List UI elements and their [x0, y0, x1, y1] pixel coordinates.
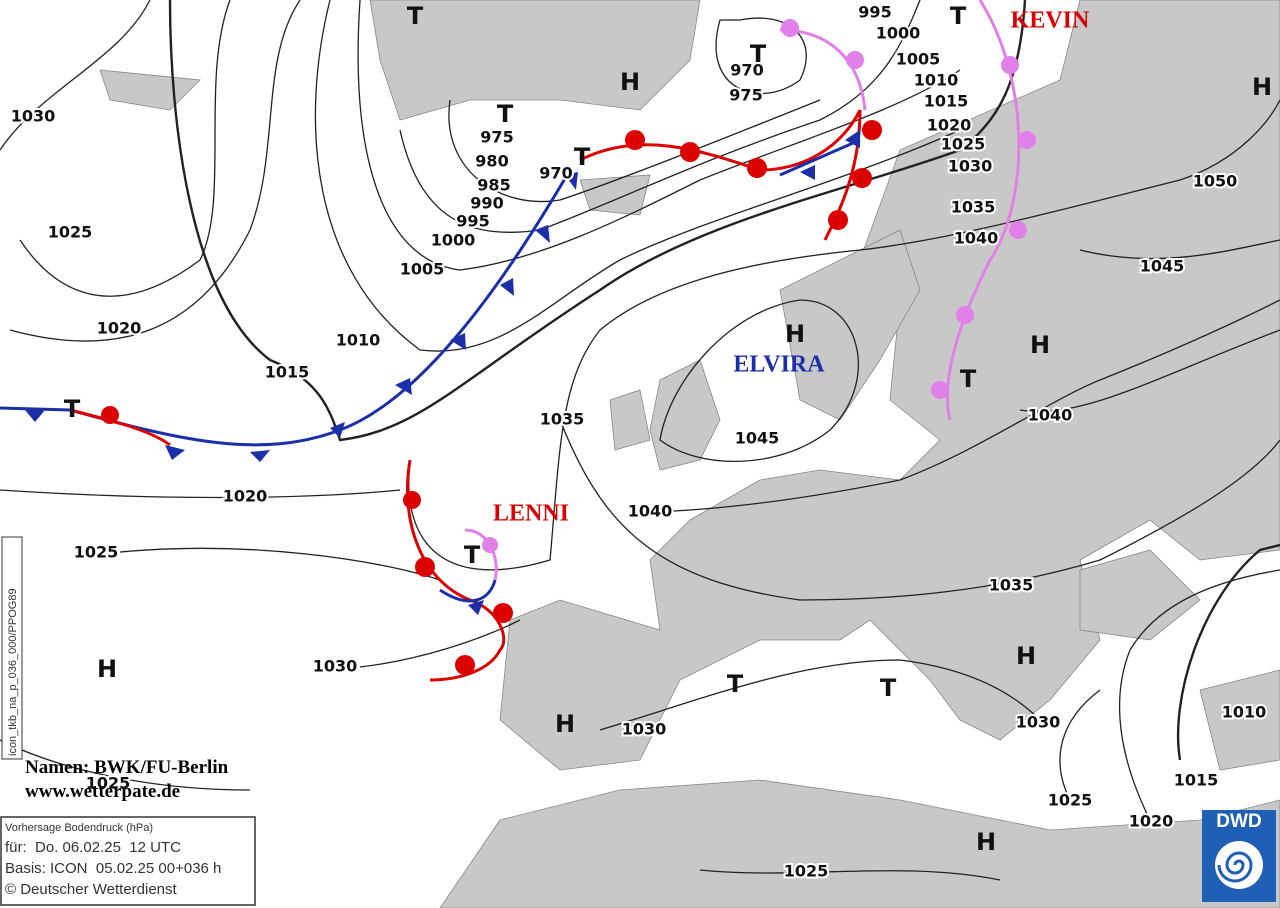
- pressure-center: H: [1252, 73, 1272, 101]
- isobar-label: 1045: [1140, 257, 1185, 276]
- credits: Namen: BWK/FU-Berlin www.wetterpate.de: [25, 757, 229, 802]
- isobar-label: 1000: [876, 24, 921, 43]
- pressure-center: T: [464, 541, 481, 569]
- isobar-label: 980: [475, 152, 508, 171]
- pressure-center: T: [574, 143, 591, 171]
- isobar-label: 970: [730, 61, 763, 80]
- isobar-label: 1005: [400, 260, 445, 279]
- dwd-logo: DWD: [1202, 810, 1276, 902]
- isobar-label: 1030: [948, 157, 993, 176]
- pressure-center: H: [620, 68, 640, 96]
- isobar-label: 990: [470, 194, 503, 213]
- info-box: Vorhersage Bodendruck (hPa) für: Do. 06.…: [0, 816, 256, 906]
- isobars: [0, 0, 1280, 881]
- isobar-label: 1025: [86, 774, 131, 793]
- isobar-label: 1020: [927, 116, 972, 135]
- pressure-center: H: [555, 710, 575, 738]
- isobar-label: 1020: [223, 487, 268, 506]
- pressure-center: T: [880, 674, 897, 702]
- logo-text: DWD: [1216, 811, 1261, 832]
- isobar-label: 1025: [1048, 791, 1093, 810]
- isobar-label: 975: [729, 86, 762, 105]
- pressure-center: H: [1030, 331, 1050, 359]
- isobar-label: 1010: [1222, 703, 1267, 722]
- isobar-label: 1040: [954, 229, 999, 248]
- isobar-label: 1030: [313, 657, 358, 676]
- info-title: Vorhersage Bodendruck (hPa): [5, 822, 153, 834]
- pressure-center: H: [976, 828, 996, 856]
- credit-url: www.wetterpate.de: [25, 781, 180, 802]
- isobar-label: 985: [477, 176, 510, 195]
- pressure-center: T: [750, 40, 767, 68]
- isobar-label: 1025: [941, 135, 986, 154]
- info-copyright: © Deutscher Wetterdienst: [5, 881, 178, 898]
- isobar-label: 1035: [989, 576, 1034, 595]
- isobar-label: 1025: [48, 223, 93, 242]
- isobar-label: 1045: [735, 429, 780, 448]
- fronts: [0, 0, 1036, 682]
- isobar-label: 1035: [951, 198, 996, 217]
- land: [99, 0, 1280, 908]
- isobar-label: 995: [858, 3, 891, 22]
- isobar-label: 1050: [1193, 172, 1238, 191]
- isobar-label: 970: [539, 164, 572, 183]
- pressure-center: T: [497, 100, 514, 128]
- credit-names: Namen: BWK/FU-Berlin: [25, 757, 229, 778]
- isobar-label: 1040: [628, 502, 673, 521]
- isobar-label: 1030: [11, 107, 56, 126]
- info-basis: Basis: ICON 05.02.25 00+036 h: [5, 860, 221, 877]
- pressure-center: T: [727, 670, 744, 698]
- isobar-label: 1035: [540, 410, 585, 429]
- isobar-label: 1005: [896, 50, 941, 69]
- isobar-label: 1020: [1129, 812, 1174, 831]
- isobar-label: 1040: [1028, 406, 1073, 425]
- pressure-center: T: [960, 365, 977, 393]
- system-name: LENNI: [493, 501, 569, 527]
- isobar-label: 1030: [1016, 713, 1061, 732]
- system-name: KEVIN: [1011, 8, 1090, 34]
- system-name: ELVIRA: [733, 352, 825, 378]
- info-valid: für: Do. 06.02.25 12 UTC: [5, 839, 181, 856]
- isobar-label: 995: [456, 212, 489, 231]
- pressure-center: T: [64, 395, 81, 423]
- isobar-label: 1015: [265, 363, 310, 382]
- isobar-label: 1025: [784, 862, 829, 881]
- isobar-label: 1030: [622, 720, 667, 739]
- pressure-center: T: [950, 2, 967, 30]
- isobar-label: 1010: [914, 71, 959, 90]
- pressure-center: H: [785, 320, 805, 348]
- isobar-label: 1000: [431, 231, 476, 250]
- isobar-label: 1010: [336, 331, 381, 350]
- isobar-label: 975: [480, 128, 513, 147]
- product-code: icon_tkb_na_p_036_000/PPOG89: [7, 588, 19, 756]
- isobar-label: 1020: [97, 319, 142, 338]
- pressure-center: T: [407, 2, 424, 30]
- isobar-label: 1015: [924, 92, 969, 111]
- isobar-label: 1015: [1174, 771, 1219, 790]
- labels: 1030102510201015101010051000995990985980…: [9, 1, 1272, 883]
- pressure-center: H: [1016, 642, 1036, 670]
- pressure-center: H: [97, 655, 117, 683]
- isobar-label: 1025: [74, 543, 119, 562]
